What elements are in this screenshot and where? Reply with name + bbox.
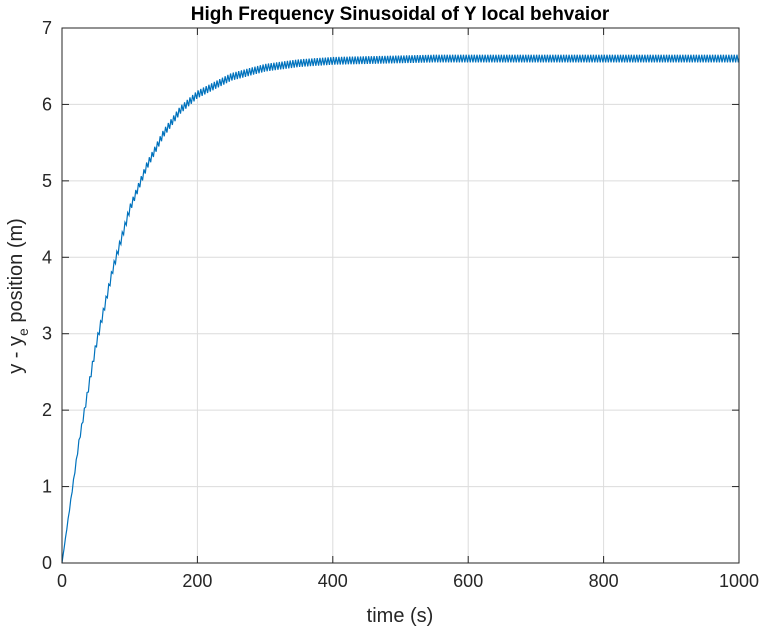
y-axis-label-subscript: e <box>15 328 31 336</box>
x-tick-label: 800 <box>589 571 619 591</box>
chart-title: High Frequency Sinusoidal of Y local beh… <box>191 4 610 25</box>
series-line <box>61 54 740 564</box>
y-axis-label: y - ye position (m) <box>5 218 31 374</box>
x-tick-label: 1000 <box>719 571 759 591</box>
y-tick-label: 5 <box>42 171 52 191</box>
x-tick-label: 600 <box>453 571 483 591</box>
y-tick-label: 1 <box>42 477 52 497</box>
axes-box <box>61 27 740 564</box>
y-axis-label-main: y - y <box>5 336 27 374</box>
x-tick-label: 200 <box>182 571 212 591</box>
x-tick-label: 400 <box>318 571 348 591</box>
y-axis-label-suffix: position (m) <box>5 218 27 328</box>
y-tick-label: 3 <box>42 324 52 344</box>
y-tick-label: 4 <box>42 247 52 267</box>
plot-area <box>62 28 739 563</box>
y-tick-label: 2 <box>42 400 52 420</box>
y-tick-label: 6 <box>42 94 52 114</box>
tick-labels: 0 200 400 600 800 1000 0 1 2 3 4 5 6 7 <box>42 18 759 591</box>
x-tick-label: 0 <box>57 571 67 591</box>
y-tick-label: 7 <box>42 18 52 38</box>
ticks <box>61 27 740 564</box>
x-axis-label: time (s) <box>367 605 434 627</box>
y-tick-label: 0 <box>42 553 52 573</box>
